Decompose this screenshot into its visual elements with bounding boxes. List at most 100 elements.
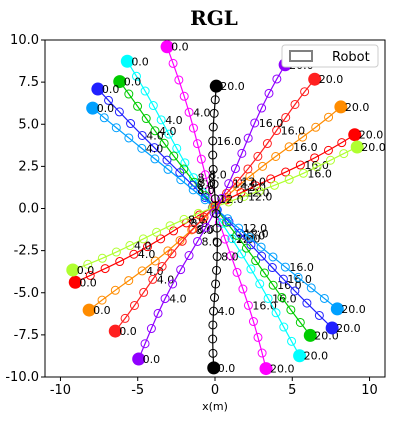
time-label: 12.0 xyxy=(219,193,244,206)
time-label: 16.0 xyxy=(259,117,284,130)
trajectory-point xyxy=(298,168,308,178)
time-label: 0.0 xyxy=(77,264,95,277)
axis-layer: -10 -5 0 5 10 10.0 7.5 5.0 2.5 0.0 -2.5 -5.0 -7.5 -10… xyxy=(5,33,377,398)
trajectory: 0.04.08.012.016.020.0 xyxy=(207,79,245,375)
trajectory-point xyxy=(137,130,147,140)
start-marker xyxy=(207,361,221,375)
trajectory-point xyxy=(179,214,189,224)
trajectory-point xyxy=(311,122,321,132)
trajectory-point xyxy=(295,317,305,327)
time-label: 8.0 xyxy=(197,179,215,192)
trajectory-point xyxy=(217,193,227,203)
trajectory-point xyxy=(126,119,136,129)
trajectory-point xyxy=(159,138,169,148)
trajectory: 0.04.08.012.016.020.0 xyxy=(82,100,369,317)
goal-marker xyxy=(325,321,339,335)
trajectory-point xyxy=(324,112,334,122)
trajectory-point xyxy=(279,322,289,332)
trajectory-point xyxy=(280,262,290,272)
trajectory-point xyxy=(201,222,211,232)
time-label: 4.0 xyxy=(146,265,164,278)
x-tick-label: 0 xyxy=(211,383,219,398)
y-tick-label: -7.5 xyxy=(14,328,39,343)
trajectory-point xyxy=(99,113,109,123)
trajectory-point xyxy=(174,75,184,85)
goal-marker xyxy=(350,140,364,154)
time-label: 16.0 xyxy=(293,141,318,154)
trajectory-point xyxy=(238,284,248,294)
trajectory-point xyxy=(258,161,268,171)
time-label: 20.0 xyxy=(359,129,384,142)
time-label: 16.0 xyxy=(304,159,329,172)
trajectory-point xyxy=(139,287,149,297)
trajectory-point xyxy=(165,221,175,231)
trajectory-point xyxy=(124,89,134,99)
y-tick-label: 7.5 xyxy=(18,75,39,90)
trajectory-point xyxy=(193,236,203,246)
trajectory-point xyxy=(293,272,303,282)
trajectory-point xyxy=(129,249,139,259)
trajectory-point xyxy=(111,123,121,133)
trajectory-point xyxy=(184,107,194,117)
x-axis-label: x(m) xyxy=(202,400,228,413)
time-label: 0.0 xyxy=(79,276,97,289)
trajectory-point xyxy=(232,176,242,186)
trajectory-point xyxy=(211,209,221,219)
trajectory-point xyxy=(85,270,95,280)
time-label: 4.0 xyxy=(146,142,164,155)
y-tick-label: 2.5 xyxy=(18,159,39,174)
trajectory-point xyxy=(243,164,253,174)
trajectory-point xyxy=(149,143,159,153)
trajectory-point xyxy=(169,151,179,161)
x-tick-label: 5 xyxy=(288,383,296,398)
time-label: 0.0 xyxy=(218,362,236,375)
trajectory-point xyxy=(284,142,294,152)
trajectory-point xyxy=(312,162,322,172)
time-label: 20.0 xyxy=(361,141,386,154)
trajectory-point xyxy=(262,139,272,149)
goal-marker xyxy=(334,100,348,114)
trajectory-point xyxy=(271,308,281,318)
trajectory-point xyxy=(267,263,277,273)
legend-robot-swatch xyxy=(289,50,313,62)
trajectory-point xyxy=(253,151,263,161)
time-label: 16.0 xyxy=(289,261,314,274)
trajectory-point xyxy=(148,274,158,284)
trajectory-point xyxy=(208,320,218,330)
goal-marker xyxy=(308,72,322,86)
start-marker xyxy=(86,101,100,115)
trajectory-point xyxy=(200,170,210,180)
trajectory-point xyxy=(223,214,233,224)
trajectory-point xyxy=(310,153,320,163)
trajectory-point xyxy=(256,242,266,252)
start-marker xyxy=(160,40,174,54)
trajectory-point xyxy=(237,148,247,158)
time-label: 8.0 xyxy=(198,176,216,189)
trajectory-point xyxy=(192,139,202,149)
trajectory-point xyxy=(168,279,178,289)
trajectory-point xyxy=(124,276,134,286)
x-tick-label: -5 xyxy=(131,383,144,398)
time-label: 8.0 xyxy=(197,184,215,197)
start-marker xyxy=(120,54,134,68)
trajectory-point xyxy=(200,195,210,205)
trajectory-point xyxy=(163,164,173,174)
trajectory-point xyxy=(290,286,300,296)
trajectory-point xyxy=(114,107,124,117)
time-label: 0.0 xyxy=(102,83,120,96)
time-label: 0.0 xyxy=(93,304,111,317)
trajectory-point xyxy=(286,305,296,315)
trajectory-point xyxy=(110,285,120,295)
time-label: 4.0 xyxy=(169,293,187,306)
trajectory-point xyxy=(257,251,267,261)
trajectory-point xyxy=(224,179,234,189)
trajectory-point xyxy=(176,265,186,275)
y-tick-label: -5.0 xyxy=(14,286,39,301)
trajectory-point xyxy=(175,168,185,178)
y-tick-label: 5.0 xyxy=(18,117,39,132)
trajectory-point xyxy=(268,252,278,262)
start-marker xyxy=(113,75,127,89)
trajectory-point xyxy=(209,108,219,118)
trajectory-point xyxy=(257,103,267,113)
trajectory-point xyxy=(172,143,182,153)
